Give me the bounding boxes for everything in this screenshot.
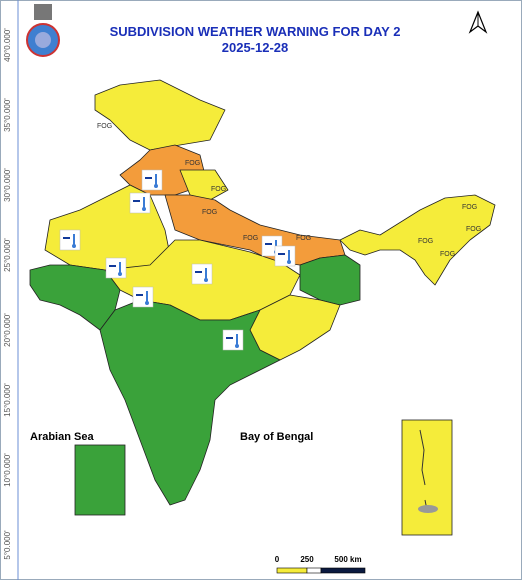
- icon-bg: [191, 263, 213, 285]
- icon-bulb: [204, 278, 208, 282]
- icon-thermo: [155, 174, 157, 185]
- scale-label: 250: [300, 555, 314, 564]
- icon-bulb: [287, 260, 291, 264]
- icon-bulb: [72, 244, 76, 248]
- latitude-label: 40°0.000': [3, 28, 12, 62]
- fog-label: FOG: [462, 204, 477, 211]
- icon-thermo: [73, 234, 75, 245]
- latitude-label: 15°0.000': [3, 383, 12, 417]
- icon-thermo: [288, 250, 290, 261]
- icon-thermo: [146, 291, 148, 302]
- region-yellow: [339, 194, 496, 286]
- icon-bg: [222, 329, 244, 351]
- latitude-label: 10°0.000': [3, 453, 12, 487]
- fog-label: FOG: [211, 186, 226, 193]
- fog-label: FOG: [243, 235, 258, 242]
- latitude-label: 5°0.000': [3, 530, 12, 560]
- icon-bulb: [142, 207, 146, 211]
- cold-wave-icon: [141, 169, 163, 191]
- cold-wave-icon: [129, 192, 151, 214]
- latitude-label: 25°0.000': [3, 238, 12, 272]
- icon-thermo: [275, 240, 277, 251]
- cold-wave-icon: [105, 257, 127, 279]
- logo: [26, 4, 60, 57]
- icon-bulb: [118, 272, 122, 276]
- fog-label: FOG: [296, 235, 311, 242]
- region-yellow: [179, 169, 229, 201]
- fog-label: FOG: [418, 238, 433, 245]
- fog-icon: [418, 505, 438, 513]
- cold-wave-icon: [191, 263, 213, 285]
- icon-bg: [141, 169, 163, 191]
- icon-bg: [59, 229, 81, 251]
- region-yellow: [94, 79, 226, 151]
- icon-bulb: [154, 184, 158, 188]
- labels: 40°0.000' 35°0.000' 30°0.000' 25°0.000' 20°0…: [3, 28, 481, 560]
- icon-bg: [274, 245, 296, 267]
- sea-label: Arabian Sea: [30, 431, 94, 443]
- fog-label: FOG: [466, 226, 481, 233]
- sea-label: Bay of Bengal: [240, 431, 313, 443]
- region-green: [299, 254, 361, 306]
- icon-thermo: [205, 268, 207, 279]
- fog-label: FOG: [97, 123, 112, 130]
- andaman-box: [401, 419, 453, 536]
- cold-wave-icon: [132, 286, 154, 308]
- fog-label: FOG: [202, 209, 217, 216]
- title: SUBDIVISION WEATHER WARNING FOR DAY 2: [110, 24, 401, 39]
- scale-bar: 0 250 500 km: [275, 555, 366, 574]
- icon-bulb: [235, 344, 239, 348]
- fog-label: FOG: [440, 251, 455, 258]
- fog-label: FOG: [185, 160, 200, 167]
- latitude-label: 35°0.000': [3, 98, 12, 132]
- icon-bulb: [145, 301, 149, 305]
- icon-bg: [132, 286, 154, 308]
- latitude-label: 20°0.000': [3, 313, 12, 347]
- icon-thermo: [119, 262, 121, 273]
- cold-wave-icon: [274, 245, 296, 267]
- cold-wave-icon: [222, 329, 244, 351]
- latitude-label: 30°0.000': [3, 168, 12, 202]
- icon-thermo: [143, 197, 145, 208]
- cold-wave-icon: [59, 229, 81, 251]
- icon-bg: [129, 192, 151, 214]
- icon-bg: [105, 257, 127, 279]
- scale-label: 0: [275, 555, 280, 564]
- cold-icons: [59, 169, 296, 351]
- north-arrow: [468, 10, 488, 34]
- lakshadweep-box: [74, 444, 126, 516]
- icon-thermo: [236, 334, 238, 345]
- scale-label: 500 km: [334, 555, 361, 564]
- region-green: [99, 299, 281, 506]
- date: 2025-12-28: [222, 40, 289, 55]
